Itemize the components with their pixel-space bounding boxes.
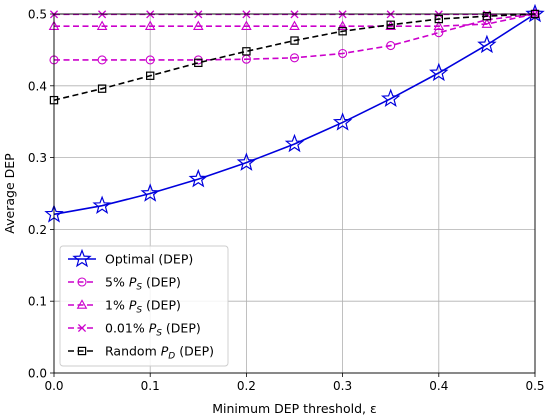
data-point bbox=[386, 20, 395, 29]
plot-frame bbox=[53, 13, 536, 374]
data-point bbox=[284, 133, 305, 153]
data-point bbox=[236, 152, 257, 171]
data-point bbox=[482, 11, 492, 21]
legend-label: 1% PS (DEP) bbox=[105, 298, 181, 316]
legend-label: Optimal (DEP) bbox=[105, 252, 193, 267]
series-line bbox=[53, 13, 536, 101]
data-point bbox=[386, 41, 396, 51]
legend-item: 0.01% PS (DEP) bbox=[68, 321, 201, 339]
data-point bbox=[97, 84, 107, 93]
x-tick-label: 0.4 bbox=[429, 379, 448, 393]
legend: Optimal (DEP)5% PS (DEP)1% PS (DEP)0.01%… bbox=[59, 245, 229, 367]
x-tick-label: 0.5 bbox=[525, 379, 544, 393]
y-tick-label: 0.2 bbox=[28, 223, 47, 237]
legend-label-part: (DEP) bbox=[162, 321, 201, 336]
data-point bbox=[290, 36, 299, 45]
x-tick-label: 0.1 bbox=[141, 379, 160, 393]
legend-marker bbox=[77, 346, 87, 356]
y-tick-label: 0.0 bbox=[28, 367, 47, 381]
legend-label: 5% PS (DEP) bbox=[105, 275, 181, 293]
data-point bbox=[434, 28, 444, 38]
legend-label-symbol: P bbox=[149, 321, 157, 336]
x-tick-label: 0.0 bbox=[44, 379, 63, 393]
data-point bbox=[242, 47, 251, 56]
legend-label-symbol: P bbox=[129, 298, 137, 313]
data-point bbox=[289, 53, 300, 63]
data-point bbox=[92, 195, 112, 214]
legend-label: Random PD (DEP) bbox=[105, 344, 214, 362]
legend-label-subscript: S bbox=[136, 306, 142, 316]
series-triangle bbox=[48, 8, 541, 30]
legend-label-part: 0.01% bbox=[105, 321, 149, 336]
legend-label-subscript: D bbox=[168, 352, 175, 362]
data-point bbox=[380, 88, 401, 107]
legend-label-part: (DEP) bbox=[142, 275, 181, 290]
x-axis-label: Minimum DEP threshold, ε bbox=[212, 401, 377, 416]
data-point bbox=[338, 27, 347, 36]
legend-marker bbox=[76, 299, 88, 309]
data-point bbox=[481, 18, 493, 28]
legend-label-part: 5% bbox=[105, 275, 129, 290]
legend-label-symbol: P bbox=[129, 275, 137, 290]
data-point bbox=[433, 20, 445, 30]
data-point bbox=[188, 168, 209, 188]
data-point bbox=[429, 62, 449, 82]
ticks: 0.0 0.1 0.2 0.3 0.4 0.5 0.0 0.1 0.2 0.3 0.4 0.5 bbox=[28, 8, 545, 394]
data-point bbox=[192, 20, 204, 30]
data-point bbox=[144, 20, 156, 30]
plot-border bbox=[53, 13, 536, 374]
marker-stroke bbox=[77, 323, 87, 333]
data-point bbox=[477, 34, 497, 54]
data-point bbox=[145, 55, 155, 65]
legend-label-symbol: P bbox=[161, 344, 169, 359]
x-tick-label: 0.2 bbox=[237, 379, 256, 393]
data-point bbox=[337, 20, 348, 30]
legend-marker bbox=[77, 277, 87, 287]
data-point bbox=[97, 55, 107, 65]
legend-item: 5% PS (DEP) bbox=[68, 275, 181, 293]
legend-label-part: 1% bbox=[105, 298, 129, 313]
series-line bbox=[54, 13, 536, 61]
legend-label: 0.01% PS (DEP) bbox=[105, 321, 201, 339]
legend-label-part: (DEP) bbox=[142, 298, 181, 313]
data-point bbox=[146, 71, 155, 80]
legend-label-subscript: S bbox=[136, 283, 142, 293]
data-point bbox=[96, 20, 108, 30]
data-point bbox=[140, 183, 160, 202]
series-line bbox=[54, 13, 536, 28]
data-point bbox=[434, 14, 444, 24]
legend-marker bbox=[72, 248, 92, 268]
legend-item: 1% PS (DEP) bbox=[68, 298, 181, 316]
y-axis-label: Average DEP bbox=[2, 153, 17, 234]
legend-box bbox=[59, 245, 229, 367]
legend-item: Optimal (DEP) bbox=[68, 248, 193, 268]
legend-item: Random PD (DEP) bbox=[68, 344, 214, 362]
legend-label-part: (DEP) bbox=[175, 344, 214, 359]
legend-label-subscript: S bbox=[156, 329, 162, 339]
y-tick-label: 0.3 bbox=[28, 151, 47, 165]
y-tick-label: 0.4 bbox=[28, 79, 47, 93]
x-tick-label: 0.3 bbox=[333, 379, 352, 393]
legend-label-part: Random bbox=[105, 344, 161, 359]
series-line bbox=[53, 13, 536, 216]
y-tick-label: 0.1 bbox=[28, 295, 47, 309]
data-point bbox=[332, 112, 353, 131]
data-point bbox=[241, 20, 252, 30]
data-point bbox=[338, 48, 348, 59]
data-point bbox=[289, 20, 300, 30]
y-tick-label: 0.5 bbox=[28, 8, 47, 22]
series-star bbox=[44, 4, 545, 223]
legend-marker bbox=[77, 323, 87, 333]
data-point bbox=[194, 58, 203, 68]
series-layer bbox=[44, 4, 545, 223]
